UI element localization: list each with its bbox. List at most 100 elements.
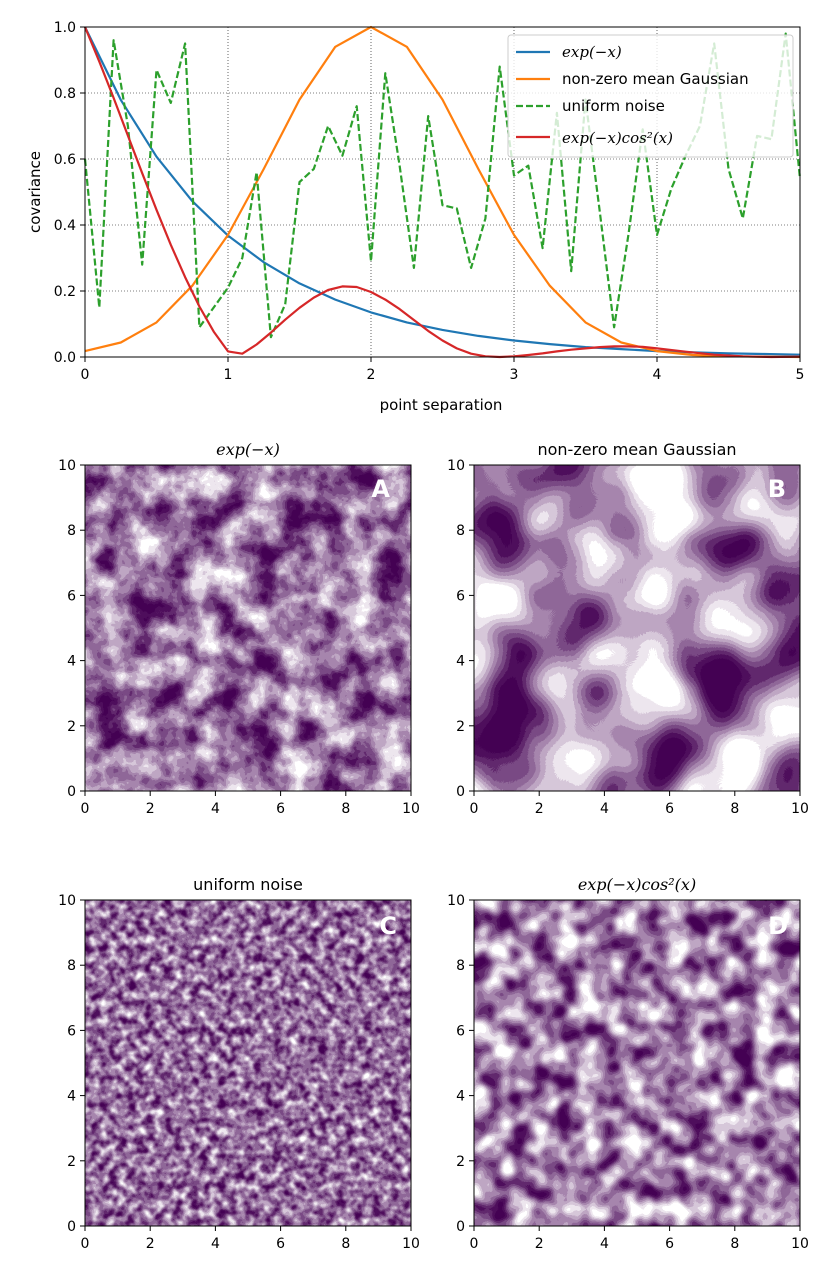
x-tick-label: 2 (535, 1236, 544, 1252)
x-axis-label: point separation (380, 396, 503, 414)
y-tick-label: 10 (447, 458, 465, 474)
panel-c-field (85, 900, 411, 1226)
x-tick-label: 2 (146, 801, 155, 817)
heatmap-panel-c: uniform noise C 0 2 4 6 8 10 0 2 4 6 8 10 (58, 875, 420, 1252)
series-uniform-noise (83, 32, 802, 339)
x-tick-label: 4 (211, 801, 220, 817)
panel-d-frame (473, 899, 801, 1227)
legend: exp(−x) non-zero mean Gaussian uniform n… (507, 34, 794, 158)
x-tick-label: 6 (276, 801, 285, 817)
legend-label-exp-cos2: exp(−x)cos²(x) (562, 129, 673, 147)
panel-c-title: uniform noise (193, 875, 303, 894)
y-tick-label: 4 (67, 1089, 76, 1105)
x-tick-label: 8 (341, 1236, 350, 1252)
panel-b-field (474, 465, 800, 791)
panel-a-badge: A (371, 475, 390, 503)
legend-label-uniform-noise: uniform noise (562, 97, 665, 115)
y-tick-label: 4 (456, 654, 465, 670)
y-tick-label: 0 (456, 784, 465, 800)
x-tick-label: 4 (600, 1236, 609, 1252)
panel-b-ticks: 0 2 4 6 8 10 0 2 4 6 8 10 (447, 458, 809, 817)
panel-a-field (85, 465, 411, 791)
x-tick-label: 8 (341, 801, 350, 817)
x-tick-label: 10 (791, 801, 809, 817)
x-tick-label: 6 (665, 801, 674, 817)
legend-box (507, 34, 794, 158)
x-tick-label: 3 (510, 367, 519, 383)
series-gaussian (84, 25, 801, 359)
x-tick-label: 1 (224, 367, 233, 383)
panel-d-badge: D (768, 912, 788, 940)
y-tick-label: 0.0 (54, 350, 76, 366)
heatmap-panel-d: exp(−x)cos²(x) D 0 2 4 6 8 10 0 2 4 6 8 10 (447, 875, 809, 1252)
panel-d-field (474, 900, 800, 1226)
x-tick-label: 0 (81, 367, 90, 383)
panel-b-badge: B (768, 475, 786, 503)
series-lines (83, 25, 802, 359)
x-tick-label: 2 (146, 1236, 155, 1252)
y-tick-label: 4 (67, 654, 76, 670)
heatmap-panel-b: non-zero mean Gaussian B 0 2 4 6 8 10 0 2 4 6 8 10 (447, 440, 809, 817)
y-tick-label: 1.0 (54, 20, 76, 36)
x-tick-label: 0 (81, 801, 90, 817)
y-axis-label: covariance (26, 151, 44, 233)
y-tick-label: 2 (456, 719, 465, 735)
x-tick-label: 0 (81, 1236, 90, 1252)
panel-d-ticks: 0 2 4 6 8 10 0 2 4 6 8 10 (447, 893, 809, 1252)
x-tick-label: 10 (402, 1236, 420, 1252)
y-tick-label: 2 (67, 719, 76, 735)
y-tick-label: 0 (67, 1219, 76, 1235)
x-tick-label: 0 (470, 1236, 479, 1252)
y-tick-label: 0.2 (54, 284, 76, 300)
series-exp-cos2 (83, 26, 801, 359)
y-tick-label: 0 (456, 1219, 465, 1235)
panel-d-title: exp(−x)cos²(x) (578, 875, 696, 894)
panel-c-ticks: 0 2 4 6 8 10 0 2 4 6 8 10 (58, 893, 420, 1252)
x-tick-label: 2 (367, 367, 376, 383)
plot-area-frame (84, 26, 801, 358)
y-tick-label: 4 (456, 1089, 465, 1105)
x-tick-label: 0 (470, 801, 479, 817)
x-axis-ticks: 0 1 2 3 4 5 (81, 357, 805, 383)
x-tick-label: 6 (276, 1236, 285, 1252)
y-tick-label: 0 (67, 784, 76, 800)
panel-c-badge: C (379, 912, 397, 940)
x-tick-label: 6 (665, 1236, 674, 1252)
axes-frame (84, 26, 801, 358)
y-tick-label: 8 (456, 523, 465, 539)
panel-b-frame (473, 464, 801, 792)
y-tick-label: 8 (67, 523, 76, 539)
heatmap-panel-a: exp(−x) A 0 2 4 6 8 10 0 2 4 6 8 10 (58, 440, 420, 817)
panel-a-frame (84, 464, 412, 792)
panel-c-frame (84, 899, 412, 1227)
y-tick-label: 10 (447, 893, 465, 909)
y-tick-label: 2 (67, 1154, 76, 1170)
y-tick-label: 10 (58, 893, 76, 909)
x-tick-label: 2 (535, 801, 544, 817)
x-tick-label: 4 (600, 801, 609, 817)
panel-b-title: non-zero mean Gaussian (537, 440, 736, 459)
covariance-line-chart: 0 1 2 3 4 5 0.0 0.2 0.4 0.6 0.8 1.0 point separati… (26, 20, 804, 414)
y-tick-label: 0.4 (54, 218, 76, 234)
legend-label-exp: exp(−x) (562, 43, 622, 61)
legend-label-gaussian: non-zero mean Gaussian (562, 70, 749, 88)
y-tick-label: 8 (67, 958, 76, 974)
y-tick-label: 0.6 (54, 152, 76, 168)
x-tick-label: 8 (730, 801, 739, 817)
y-axis-ticks: 0.0 0.2 0.4 0.6 0.8 1.0 (54, 20, 85, 366)
y-tick-label: 6 (67, 588, 76, 604)
y-tick-label: 10 (58, 458, 76, 474)
x-tick-label: 4 (211, 1236, 220, 1252)
y-tick-label: 0.8 (54, 86, 76, 102)
x-tick-label: 10 (402, 801, 420, 817)
panel-a-title: exp(−x) (216, 440, 280, 459)
y-tick-label: 6 (67, 1023, 76, 1039)
x-tick-label: 4 (653, 367, 662, 383)
y-tick-label: 8 (456, 958, 465, 974)
y-tick-label: 6 (456, 588, 465, 604)
panel-a-ticks: 0 2 4 6 8 10 0 2 4 6 8 10 (58, 458, 420, 817)
x-tick-label: 10 (791, 1236, 809, 1252)
y-tick-label: 6 (456, 1023, 465, 1039)
x-tick-label: 5 (796, 367, 805, 383)
